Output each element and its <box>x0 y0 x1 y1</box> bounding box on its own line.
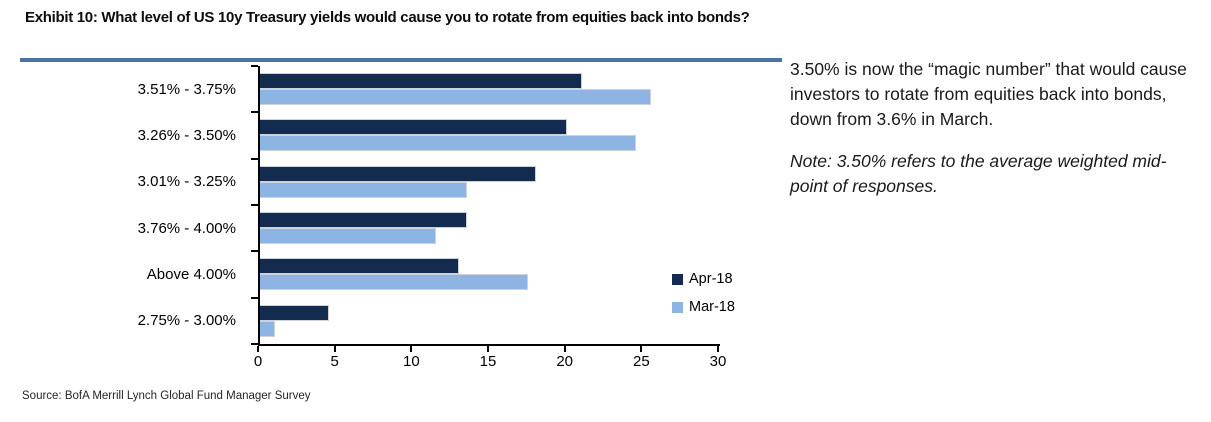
y-tick-mark <box>251 157 258 160</box>
bar-group <box>260 119 720 152</box>
x-tick-label: 0 <box>253 353 263 370</box>
bar-group <box>260 304 720 337</box>
chart-row <box>260 66 720 112</box>
source-text: Source: BofA Merrill Lynch Global Fund M… <box>22 390 311 402</box>
legend: Apr-18 Mar-18 <box>672 271 735 327</box>
x-tick-label: 5 <box>330 353 339 370</box>
bar-group <box>260 165 720 198</box>
annotation-note: Note: 3.50% refers to the average weight… <box>790 151 1167 196</box>
legend-item-apr-18: Apr-18 <box>672 271 735 287</box>
legend-label: Mar-18 <box>689 299 735 315</box>
bar-apr-18 <box>260 165 536 182</box>
category-label: 3.51% - 3.75% <box>137 80 236 98</box>
bar-mar-18 <box>260 320 276 337</box>
x-tick-label: 30 <box>709 353 727 370</box>
bar-mar-18 <box>260 89 651 105</box>
x-tick-mark <box>563 346 566 352</box>
bar-apr-18 <box>260 258 460 275</box>
chart-row <box>260 251 720 297</box>
category-label: 3.76% - 4.00% <box>137 219 236 237</box>
category-label: 3.26% - 3.50% <box>137 126 236 144</box>
bar-apr-18 <box>260 211 467 228</box>
y-axis-ticks <box>251 65 258 345</box>
category-labels: 3.51% - 3.75% 3.26% - 3.50% 3.01% - 3.25% 3… <box>0 66 246 344</box>
x-tick-mark <box>640 346 643 352</box>
x-tick-mark <box>410 346 413 352</box>
category-label: 3.01% - 3.25% <box>137 173 236 191</box>
chart-row <box>260 298 720 344</box>
title-rule <box>20 58 782 62</box>
y-tick-mark <box>251 204 258 206</box>
legend-label: Apr-18 <box>689 271 733 287</box>
bar-mar-18 <box>260 227 437 244</box>
bar-apr-18 <box>260 73 582 89</box>
plot-area <box>251 65 720 346</box>
y-tick-mark <box>251 296 258 299</box>
category-label: Above 4.00% <box>146 265 236 283</box>
x-tick-mark <box>487 346 489 352</box>
chart-row <box>260 205 720 251</box>
x-tick-label: 20 <box>556 353 573 370</box>
bar-group <box>260 211 720 244</box>
chart-row <box>260 159 720 205</box>
category-label: 2.75% - 3.00% <box>137 312 236 330</box>
legend-swatch-apr-18 <box>672 273 683 285</box>
y-tick-mark <box>251 343 258 345</box>
annotation-paragraph: 3.50% is now the “magic number” that wou… <box>790 59 1187 129</box>
chart-row <box>260 112 720 158</box>
exhibit-title: Exhibit 10: What level of US 10y Treasur… <box>25 9 750 26</box>
y-tick-mark <box>251 65 258 67</box>
legend-item-mar-18: Mar-18 <box>672 299 735 315</box>
bar-apr-18 <box>260 304 329 321</box>
x-tick-label: 25 <box>632 353 650 370</box>
bar-mar-18 <box>260 181 467 198</box>
x-tick-label: 15 <box>479 353 497 370</box>
annotation-block: 3.50% is now the “magic number” that wou… <box>790 57 1198 199</box>
bar-group <box>260 73 720 105</box>
bar-mar-18 <box>260 274 529 291</box>
y-tick-mark <box>251 111 258 114</box>
x-tick-mark <box>333 346 336 352</box>
bar-group <box>260 258 720 291</box>
x-tick-mark <box>717 346 719 352</box>
bar-mar-18 <box>260 135 636 152</box>
bar-apr-18 <box>260 119 567 136</box>
x-tick-mark <box>257 346 259 352</box>
chart-rows <box>260 66 720 344</box>
legend-swatch-mar-18 <box>672 301 683 313</box>
y-tick-mark <box>251 250 258 253</box>
x-tick-label: 10 <box>402 353 420 370</box>
x-axis-ticks: 0 5 10 15 20 25 30 <box>254 346 726 372</box>
